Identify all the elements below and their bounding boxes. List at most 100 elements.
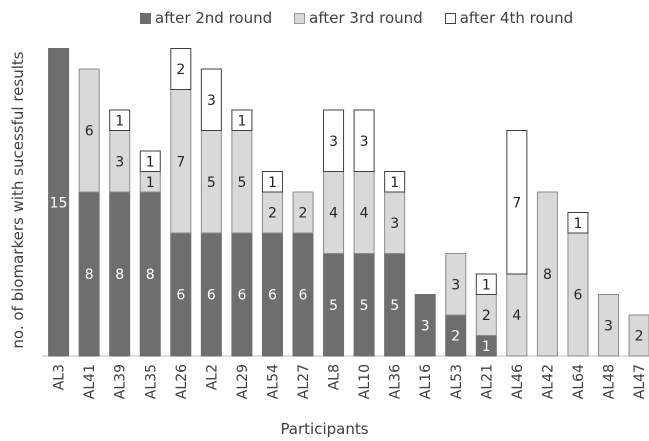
bar-segment-AL16-2 <box>414 294 436 357</box>
data-label-bg <box>449 276 462 293</box>
data-label-bg <box>266 173 279 190</box>
x-tick-label: AL39 <box>113 364 129 399</box>
x-tick-label: AL10 <box>357 364 373 399</box>
data-label-bg <box>327 132 340 149</box>
legend: after 2nd round after 3rd round after 4t… <box>140 9 573 27</box>
data-label-AL2-4: 3 <box>207 93 216 109</box>
x-tick-label: AL26 <box>174 364 190 399</box>
data-label-AL29-2: 6 <box>237 288 246 304</box>
data-label-AL46-4: 7 <box>512 195 521 211</box>
x-tick-label: AL8 <box>327 364 343 390</box>
x-tick-label: AL64 <box>571 364 587 399</box>
data-label-AL54-3: 2 <box>268 206 277 222</box>
data-label-AL42-3: 8 <box>543 267 552 283</box>
data-label-AL64-4: 1 <box>573 216 582 232</box>
bar-segment-AL3-2 <box>48 48 70 357</box>
x-axis-title: Participants <box>280 420 369 438</box>
data-label-AL26-4: 2 <box>176 62 185 78</box>
data-label-AL26-3: 7 <box>176 154 185 170</box>
x-tick-label: AL54 <box>265 364 281 399</box>
data-label-bg <box>113 112 126 129</box>
x-tick-label: AL47 <box>632 364 648 399</box>
legend-item-4th: after 4th round <box>444 9 574 27</box>
data-label-AL27-3: 2 <box>299 206 308 222</box>
data-label-AL10-3: 4 <box>360 206 369 222</box>
data-label-bg <box>83 122 96 139</box>
data-label-AL35-4: 1 <box>146 154 155 170</box>
data-label-AL46-3: 4 <box>512 308 521 324</box>
data-label-AL27-2: 6 <box>299 288 308 304</box>
legend-item-2nd: after 2nd round <box>140 9 272 27</box>
data-label-AL8-4: 3 <box>329 134 338 150</box>
x-tick-label: AL16 <box>418 364 434 399</box>
data-label-AL10-4: 3 <box>360 134 369 150</box>
x-tick-label: AL36 <box>388 364 404 399</box>
legend-label-4th: after 4th round <box>459 9 574 27</box>
data-label-AL39-2: 8 <box>115 267 124 283</box>
data-label-bg <box>388 173 401 190</box>
data-label-AL35-2: 8 <box>146 267 155 283</box>
data-label-bg <box>144 153 157 170</box>
data-label-AL10-2: 5 <box>360 298 369 314</box>
data-label-bg <box>633 327 646 344</box>
x-tick-label: AL3 <box>52 364 68 390</box>
data-label-bg <box>297 204 309 221</box>
data-label-AL39-4: 1 <box>115 113 124 129</box>
legend-swatch-2nd <box>140 12 151 24</box>
data-label-AL54-2: 6 <box>268 288 277 304</box>
data-label-bg <box>113 153 126 170</box>
data-label-AL36-2: 5 <box>390 298 399 314</box>
data-label-bg <box>205 91 218 108</box>
data-label-bg <box>235 112 248 129</box>
x-tick-label: AL53 <box>449 364 465 399</box>
x-tick-label: AL46 <box>510 364 526 399</box>
data-label-bg <box>358 204 371 221</box>
x-tick-label: AL35 <box>143 364 159 399</box>
data-label-AL53-3: 3 <box>451 277 460 293</box>
data-label-bg <box>571 286 584 303</box>
data-label-AL21-2: 1 <box>482 339 491 355</box>
x-tick-label: AL2 <box>204 364 220 390</box>
data-label-AL2-3: 5 <box>207 175 216 191</box>
data-label-AL29-3: 5 <box>237 175 246 191</box>
data-label-AL48-3: 3 <box>604 318 613 334</box>
legend-label-2nd: after 2nd round <box>155 9 273 27</box>
data-label-bg <box>571 214 584 231</box>
data-label-AL16-2: 3 <box>421 318 430 334</box>
data-label-AL64-3: 6 <box>573 288 582 304</box>
legend-swatch-3rd <box>294 12 306 24</box>
data-label-bg <box>266 204 279 221</box>
data-label-bg <box>235 173 248 190</box>
data-label-AL47-3: 2 <box>635 329 644 345</box>
data-label-bg <box>480 307 493 323</box>
data-label-AL8-3: 4 <box>329 206 338 222</box>
data-label-bg <box>480 276 493 293</box>
data-label-AL36-3: 3 <box>390 216 399 232</box>
data-label-bg <box>144 173 157 190</box>
data-label-AL41-2: 8 <box>85 267 94 283</box>
data-label-bg <box>174 153 187 170</box>
data-label-bg <box>510 307 523 323</box>
legend-swatch-4th <box>444 12 456 24</box>
data-label-bg <box>602 317 615 334</box>
data-label-bg <box>358 132 371 149</box>
data-label-AL35-3: 1 <box>146 175 155 191</box>
data-label-AL8-2: 5 <box>329 298 338 314</box>
data-label-AL2-2: 6 <box>207 288 216 304</box>
data-label-AL26-2: 6 <box>176 288 185 304</box>
data-label-bg <box>174 61 187 77</box>
x-tick-label: AL27 <box>296 364 312 399</box>
x-tick-label: AL41 <box>82 364 98 399</box>
data-label-AL54-4: 1 <box>268 175 277 191</box>
x-tick-label: AL21 <box>479 364 495 399</box>
data-label-AL41-3: 6 <box>85 124 94 140</box>
data-label-AL21-3: 2 <box>482 308 491 324</box>
legend-item-3rd: after 3rd round <box>294 9 423 27</box>
data-label-bg <box>510 194 523 211</box>
data-label-bg <box>205 173 218 190</box>
data-label-AL53-2: 2 <box>451 329 460 345</box>
data-label-bg <box>327 204 340 221</box>
data-label-AL21-4: 1 <box>482 277 491 293</box>
data-label-bg <box>541 266 554 282</box>
